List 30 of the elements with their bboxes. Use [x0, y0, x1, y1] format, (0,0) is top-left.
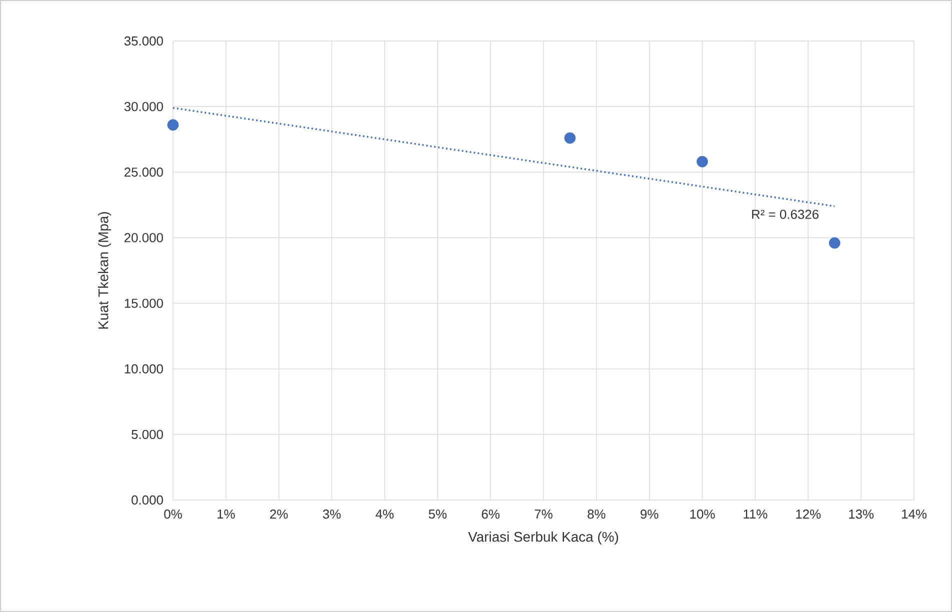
x-tick-label: 6%: [482, 510, 500, 519]
y-tick-label: 35.000: [124, 36, 163, 46]
y-tick-label: 10.000: [124, 364, 163, 374]
point: [564, 132, 576, 144]
x-tick-label: 5%: [428, 510, 447, 519]
y-tick-label: 25.000: [124, 168, 163, 177]
x-tick-label: 0%: [164, 510, 182, 519]
y-tick-label: 30.000: [124, 102, 163, 112]
x-tick-label: 3%: [322, 510, 341, 519]
point: [828, 237, 840, 249]
annotation: R² = 0.6326: [752, 210, 819, 219]
x-tick-label: 7%: [534, 510, 552, 519]
x-axis-title: Variasi Serbuk Kaca (%): [468, 532, 618, 545]
y-tick-label: 15.000: [124, 298, 163, 308]
x-tick-label: 13%: [849, 510, 874, 519]
x-tick-label: 8%: [588, 510, 606, 519]
point: [167, 119, 179, 131]
x-tick-label: 11%: [744, 510, 768, 519]
x-tick-label: 9%: [640, 510, 658, 519]
x-tick-label: 2%: [270, 510, 288, 519]
y-axis-title: Kuat Tkekan (Mpa): [98, 212, 112, 329]
x-tick-label: 14%: [902, 510, 927, 519]
y-tick-label: 5.000: [132, 430, 163, 440]
point: [696, 156, 708, 168]
y-tick-label: 20.000: [124, 233, 163, 242]
x-tick-label: 10%: [690, 510, 715, 519]
x-tick-label: 1%: [218, 510, 235, 519]
x-tick-label: 4%: [376, 510, 394, 519]
y-tick-label: 0.000: [132, 495, 163, 505]
x-tick-label: 12%: [796, 510, 821, 519]
